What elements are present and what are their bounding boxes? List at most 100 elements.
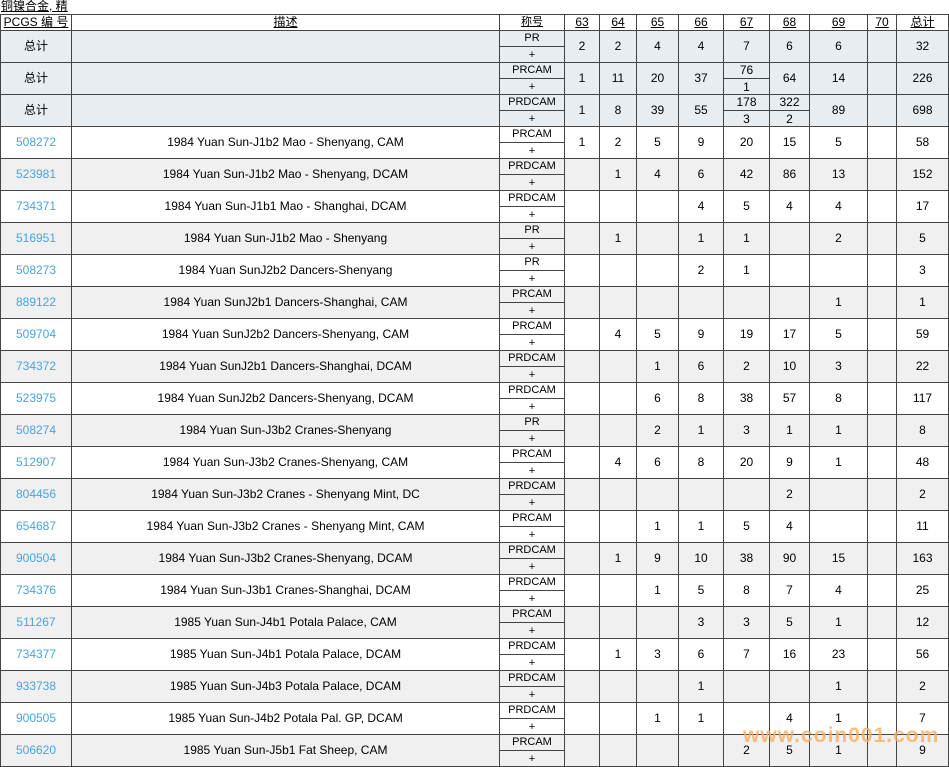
count-65: 5	[637, 319, 679, 350]
pcgs-number-link[interactable]: 508272	[15, 135, 57, 149]
pcgs-number-link[interactable]: 933738	[15, 679, 57, 693]
designation-cell: PRCAM +	[500, 287, 565, 318]
count-69	[810, 479, 868, 510]
pcgs-number-link[interactable]: 523975	[15, 391, 57, 405]
count-70	[868, 415, 897, 446]
designation-cell: PRDCAM +	[500, 703, 565, 734]
count-63	[565, 191, 600, 222]
pcgs-number-link[interactable]: 734377	[15, 647, 57, 661]
plus-designation-label: +	[528, 529, 536, 541]
col-header-64[interactable]: 64	[600, 15, 637, 30]
pcgs-number-link[interactable]: 654687	[15, 519, 57, 533]
count-69: 15	[810, 543, 868, 574]
count-63: 1	[565, 63, 600, 94]
count-63	[565, 575, 600, 606]
table-row: 511267 1985 Yuan Sun-J4b1 Potala Palace,…	[1, 607, 949, 639]
col-header-total[interactable]: 总计	[897, 15, 949, 30]
coin-description: 1985 Yuan Sun-J4b1 Potala Palace, CAM	[72, 607, 500, 638]
designation-cell: PRCAM +	[500, 127, 565, 158]
pcgs-number-cell: 508273	[1, 255, 72, 286]
col-header-69[interactable]: 69	[810, 15, 868, 30]
plus-designation-label: +	[528, 49, 536, 61]
count-65: 6	[637, 447, 679, 478]
designation-label: PRDCAM	[500, 159, 564, 175]
pcgs-number-cell: 734376	[1, 575, 72, 606]
count-67-plus: 3	[743, 112, 750, 126]
pcgs-number-cell: 516951	[1, 223, 72, 254]
count-64	[600, 479, 637, 510]
pcgs-number-link[interactable]: 900504	[15, 551, 57, 565]
pcgs-number-link[interactable]: 506620	[15, 743, 57, 757]
col-header-63[interactable]: 63	[565, 15, 600, 30]
pcgs-number-link[interactable]: 523981	[15, 167, 57, 181]
coin-description: 1985 Yuan Sun-J4b3 Potala Palace, DCAM	[72, 671, 500, 702]
pcgs-number-link[interactable]: 889122	[15, 295, 57, 309]
count-70	[868, 607, 897, 638]
count-68: 6	[770, 31, 810, 62]
count-66	[679, 479, 724, 510]
total-row-label: 总计	[1, 95, 72, 126]
pcgs-number-cell: 508272	[1, 127, 72, 158]
count-66: 9	[679, 127, 724, 158]
count-69	[810, 511, 868, 542]
count-69: 1	[810, 735, 868, 766]
count-68: 1	[770, 415, 810, 446]
plus-designation-label: +	[528, 465, 536, 477]
designation-cell: PR +	[500, 255, 565, 286]
count-total: 163	[897, 543, 949, 574]
col-header-description[interactable]: 描述	[72, 15, 500, 30]
col-header-65-label: 65	[650, 15, 665, 29]
col-header-66-label: 66	[694, 15, 708, 29]
coin-description: 1984 Yuan Sun-J1b1 Mao - Shanghai, DCAM	[72, 191, 500, 222]
count-63: 1	[565, 127, 600, 158]
col-header-designation[interactable]: 称号	[500, 15, 565, 30]
pcgs-number-link[interactable]: 511267	[16, 615, 56, 629]
population-table: PCGS 编 号 描述 称号 63 64 65 66 67 68 69 70 总…	[0, 14, 949, 767]
pcgs-number-link[interactable]: 900505	[15, 711, 57, 725]
col-header-pcgs-number[interactable]: PCGS 编 号	[1, 15, 72, 30]
pcgs-number-link[interactable]: 508274	[15, 423, 57, 437]
pcgs-number-link[interactable]: 804456	[15, 487, 57, 501]
plus-designation-label: +	[528, 273, 536, 285]
pcgs-number-cell: 523975	[1, 383, 72, 414]
count-66: 1	[679, 223, 724, 254]
count-68: 5	[770, 607, 810, 638]
col-header-66[interactable]: 66	[679, 15, 724, 30]
col-header-designation-label: 称号	[521, 16, 543, 28]
count-64	[600, 671, 637, 702]
designation-cell: PRCAM +	[500, 735, 565, 766]
pcgs-number-link[interactable]: 734376	[15, 583, 57, 597]
category-title-link[interactable]: 铜镍合金, 精	[1, 0, 68, 13]
designation-cell: PRCAM +	[500, 63, 565, 94]
designation-cell: PRDCAM +	[500, 95, 565, 126]
count-63	[565, 223, 600, 254]
pcgs-number-link[interactable]: 734371	[15, 199, 57, 213]
plus-designation-label: +	[528, 209, 536, 221]
count-65: 5	[637, 127, 679, 158]
plus-designation-label: +	[528, 81, 536, 93]
table-row: 900504 1984 Yuan Sun-J3b2 Cranes-Shenyan…	[1, 543, 949, 575]
pcgs-number-cell: 900504	[1, 543, 72, 574]
count-67-base: 76	[724, 63, 769, 79]
count-66: 6	[679, 351, 724, 382]
table-row: 734372 1984 Yuan SunJ2b1 Dancers-Shangha…	[1, 351, 949, 383]
col-header-65[interactable]: 65	[637, 15, 679, 30]
col-header-68[interactable]: 68	[770, 15, 810, 30]
count-65	[637, 255, 679, 286]
count-66: 6	[679, 159, 724, 190]
count-total: 226	[897, 63, 949, 94]
count-63	[565, 511, 600, 542]
pcgs-number-link[interactable]: 512907	[15, 455, 57, 469]
pcgs-number-link[interactable]: 516951	[15, 231, 57, 245]
pcgs-number-link[interactable]: 734372	[15, 359, 57, 373]
count-70	[868, 639, 897, 670]
count-total: 12	[897, 607, 949, 638]
count-68	[770, 671, 810, 702]
count-66	[679, 735, 724, 766]
col-header-70[interactable]: 70	[868, 15, 897, 30]
count-70	[868, 383, 897, 414]
pcgs-number-link[interactable]: 509704	[15, 327, 57, 341]
col-header-70-label: 70	[875, 15, 889, 29]
pcgs-number-link[interactable]: 508273	[15, 263, 57, 277]
col-header-67[interactable]: 67	[724, 15, 770, 30]
